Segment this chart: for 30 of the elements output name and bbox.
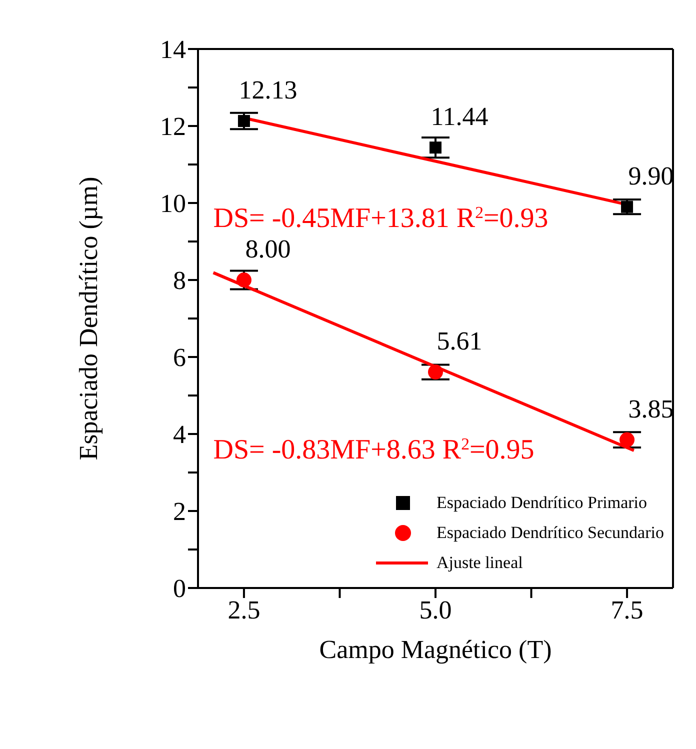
x-tick-label: 5.0 [419,595,452,624]
data-label: 8.00 [245,234,291,264]
y-tick-label: 14 [160,35,186,64]
point [430,142,442,154]
y-tick-label: 8 [173,266,186,296]
legend-label: Espaciado Dendrítico Secundario [436,523,664,543]
point [620,432,635,448]
data-label: 3.85 [628,394,674,424]
point [428,364,443,380]
annotation: DS= -0.83MF+8.63 R$^{2}$=0.95 [213,434,534,466]
y-tick-label: 6 [173,343,186,372]
data-label: 11.44 [430,102,488,132]
annotation: DS= -0.45MF+13.81 R$^{2}$=0.93 [213,202,548,234]
point [238,114,250,127]
point [236,272,252,288]
y-tick-label: 12 [160,112,186,142]
x-tick-label: 2.5 [228,595,260,624]
data-label: 5.61 [436,326,482,356]
y-tick-label: 10 [160,189,186,218]
y-tick-label: 2 [173,497,186,526]
legend-label: Espaciado Dendrítico Primario [436,493,648,513]
y-axis-title: Espaciado Dendrítico (µm) [74,176,104,460]
x-tick-label: 7.5 [610,595,644,624]
legend-label: Ajuste lineal [436,553,523,573]
y-tick-label: 4 [173,420,186,450]
point [621,200,634,213]
data-label: 12.13 [238,75,298,104]
y-tick-label: 0 [173,574,186,604]
data-label: 9.90 [628,161,674,190]
x-axis-title: Campo Magnético (T) [319,635,552,664]
